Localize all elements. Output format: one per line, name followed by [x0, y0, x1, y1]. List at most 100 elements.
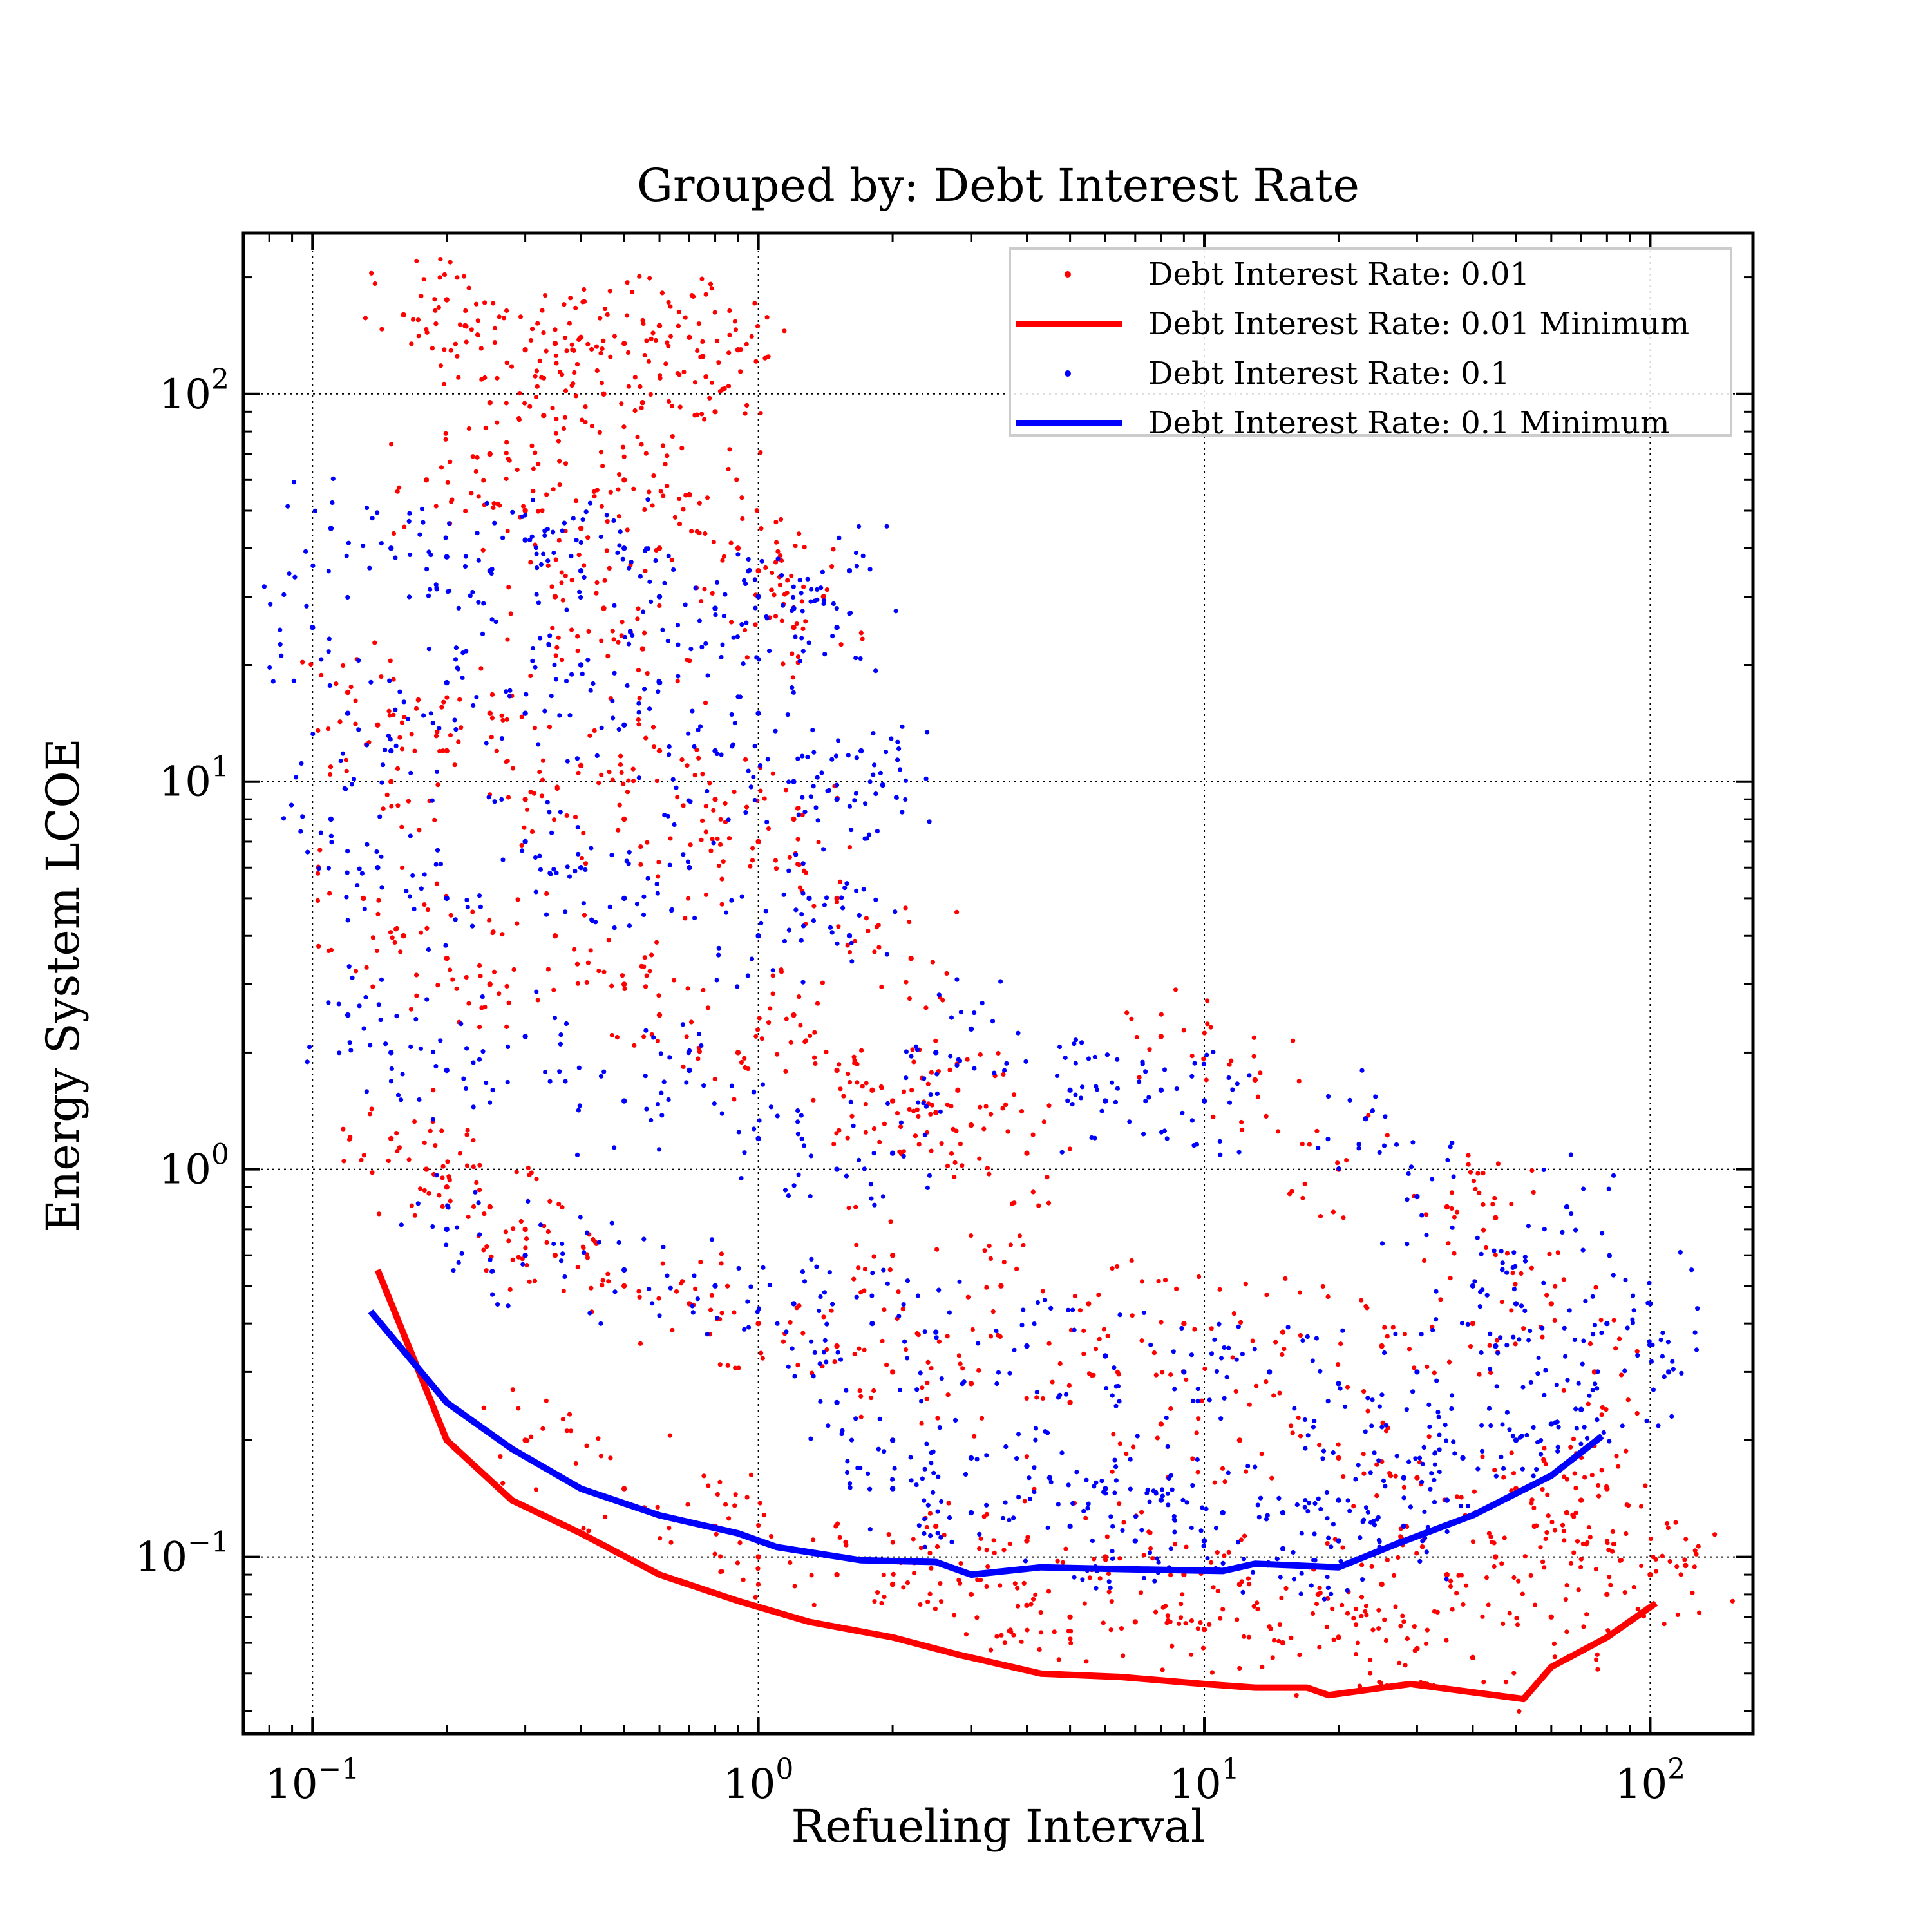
scatter-point	[719, 752, 724, 757]
scatter-point	[375, 865, 381, 871]
scatter-point	[644, 1106, 649, 1112]
scatter-point	[1419, 1213, 1425, 1218]
scatter-point	[864, 1081, 869, 1086]
scatter-point	[1402, 1331, 1407, 1337]
y-tick-label: 101	[159, 751, 229, 806]
scatter-point	[676, 674, 681, 679]
scatter-point	[1218, 1616, 1223, 1621]
scatter-point	[364, 505, 370, 511]
scatter-point	[656, 993, 661, 998]
scatter-point	[655, 891, 660, 896]
scatter-point	[291, 678, 296, 683]
scatter-point	[413, 1017, 419, 1022]
scatter-point	[1401, 1523, 1406, 1530]
scatter-point	[525, 807, 530, 812]
scatter-point	[757, 1016, 762, 1021]
scatter-point	[445, 589, 451, 594]
scatter-point	[553, 353, 559, 358]
scatter-point	[1104, 1386, 1109, 1391]
scatter-point	[594, 488, 600, 493]
scatter-point	[1072, 1041, 1077, 1046]
scatter-point	[1665, 1340, 1671, 1345]
scatter-point	[965, 1057, 970, 1062]
scatter-point	[1347, 1097, 1352, 1103]
scatter-point	[438, 257, 443, 262]
scatter-point	[1383, 1484, 1388, 1489]
scatter-point	[415, 1201, 421, 1206]
scatter-point	[578, 526, 584, 531]
scatter-point	[1531, 1425, 1536, 1430]
scatter-point	[491, 969, 497, 974]
scatter-point	[487, 981, 493, 987]
scatter-point	[707, 781, 712, 786]
scatter-point	[1535, 1371, 1540, 1376]
scatter-point	[726, 466, 731, 472]
scatter-point	[1116, 1372, 1121, 1377]
scatter-point	[437, 1193, 442, 1198]
scatter-point	[1510, 1265, 1515, 1271]
scatter-point	[1240, 1589, 1245, 1595]
scatter-point	[1016, 1030, 1021, 1036]
scatter-point	[773, 520, 779, 525]
scatter-point	[600, 346, 605, 352]
scatter-point	[305, 1059, 310, 1065]
scatter-point	[667, 1526, 672, 1531]
y-tick-label: 102	[159, 363, 229, 419]
scatter-point	[536, 742, 541, 747]
scatter-point	[500, 535, 506, 540]
scatter-point	[1152, 1578, 1157, 1584]
scatter-point	[1326, 1535, 1331, 1540]
scatter-point	[999, 1633, 1004, 1638]
scatter-point	[1208, 1025, 1213, 1030]
scatter-point	[1019, 1323, 1025, 1328]
scatter-point	[1336, 1538, 1341, 1544]
scatter-point	[1113, 1403, 1119, 1408]
scatter-point	[998, 1283, 1004, 1289]
scatter-point	[632, 1043, 637, 1048]
scatter-point	[1282, 1347, 1287, 1352]
scatter-point	[793, 634, 798, 639]
scatter-point	[1008, 1242, 1013, 1247]
scatter-point	[412, 1119, 417, 1124]
scatter-point	[1692, 1564, 1697, 1569]
scatter-point	[709, 1237, 715, 1242]
scatter-point	[782, 592, 787, 597]
scatter-point	[1201, 1538, 1208, 1544]
scatter-point	[662, 813, 667, 818]
scatter-point	[1231, 1311, 1236, 1316]
scatter-point	[744, 402, 750, 408]
scatter-point	[1209, 1560, 1214, 1565]
scatter-point	[1370, 1397, 1375, 1403]
scatter-point	[564, 813, 569, 819]
scatter-point	[1377, 1539, 1382, 1544]
scatter-point	[490, 1088, 495, 1093]
scatter-point	[1662, 1622, 1667, 1627]
scatter-point	[423, 1166, 430, 1172]
scatter-point	[1377, 1150, 1382, 1155]
scatter-point	[1289, 1189, 1294, 1194]
scatter-point	[759, 1350, 764, 1356]
scatter-point	[327, 683, 332, 688]
scatter-point	[699, 599, 704, 604]
scatter-point	[319, 657, 324, 662]
scatter-point	[879, 984, 884, 989]
scatter-point	[717, 1362, 723, 1367]
scatter-point	[328, 526, 334, 531]
scatter-point	[1555, 1250, 1560, 1255]
scatter-point	[1211, 1049, 1216, 1055]
scatter-point	[499, 797, 504, 802]
scatter-point	[1290, 1430, 1295, 1435]
scatter-point	[709, 380, 715, 385]
scatter-point	[647, 706, 652, 712]
scatter-point	[857, 1388, 862, 1394]
scatter-point	[860, 553, 866, 558]
scatter-point	[505, 758, 510, 764]
scatter-point	[1235, 1540, 1241, 1545]
scatter-point	[705, 1332, 710, 1337]
scatter-point	[1264, 1113, 1269, 1119]
scatter-point	[847, 804, 852, 809]
scatter-point	[1531, 1523, 1537, 1530]
scatter-point	[735, 1560, 740, 1566]
scatter-point	[643, 568, 648, 574]
scatter-point	[521, 504, 526, 509]
